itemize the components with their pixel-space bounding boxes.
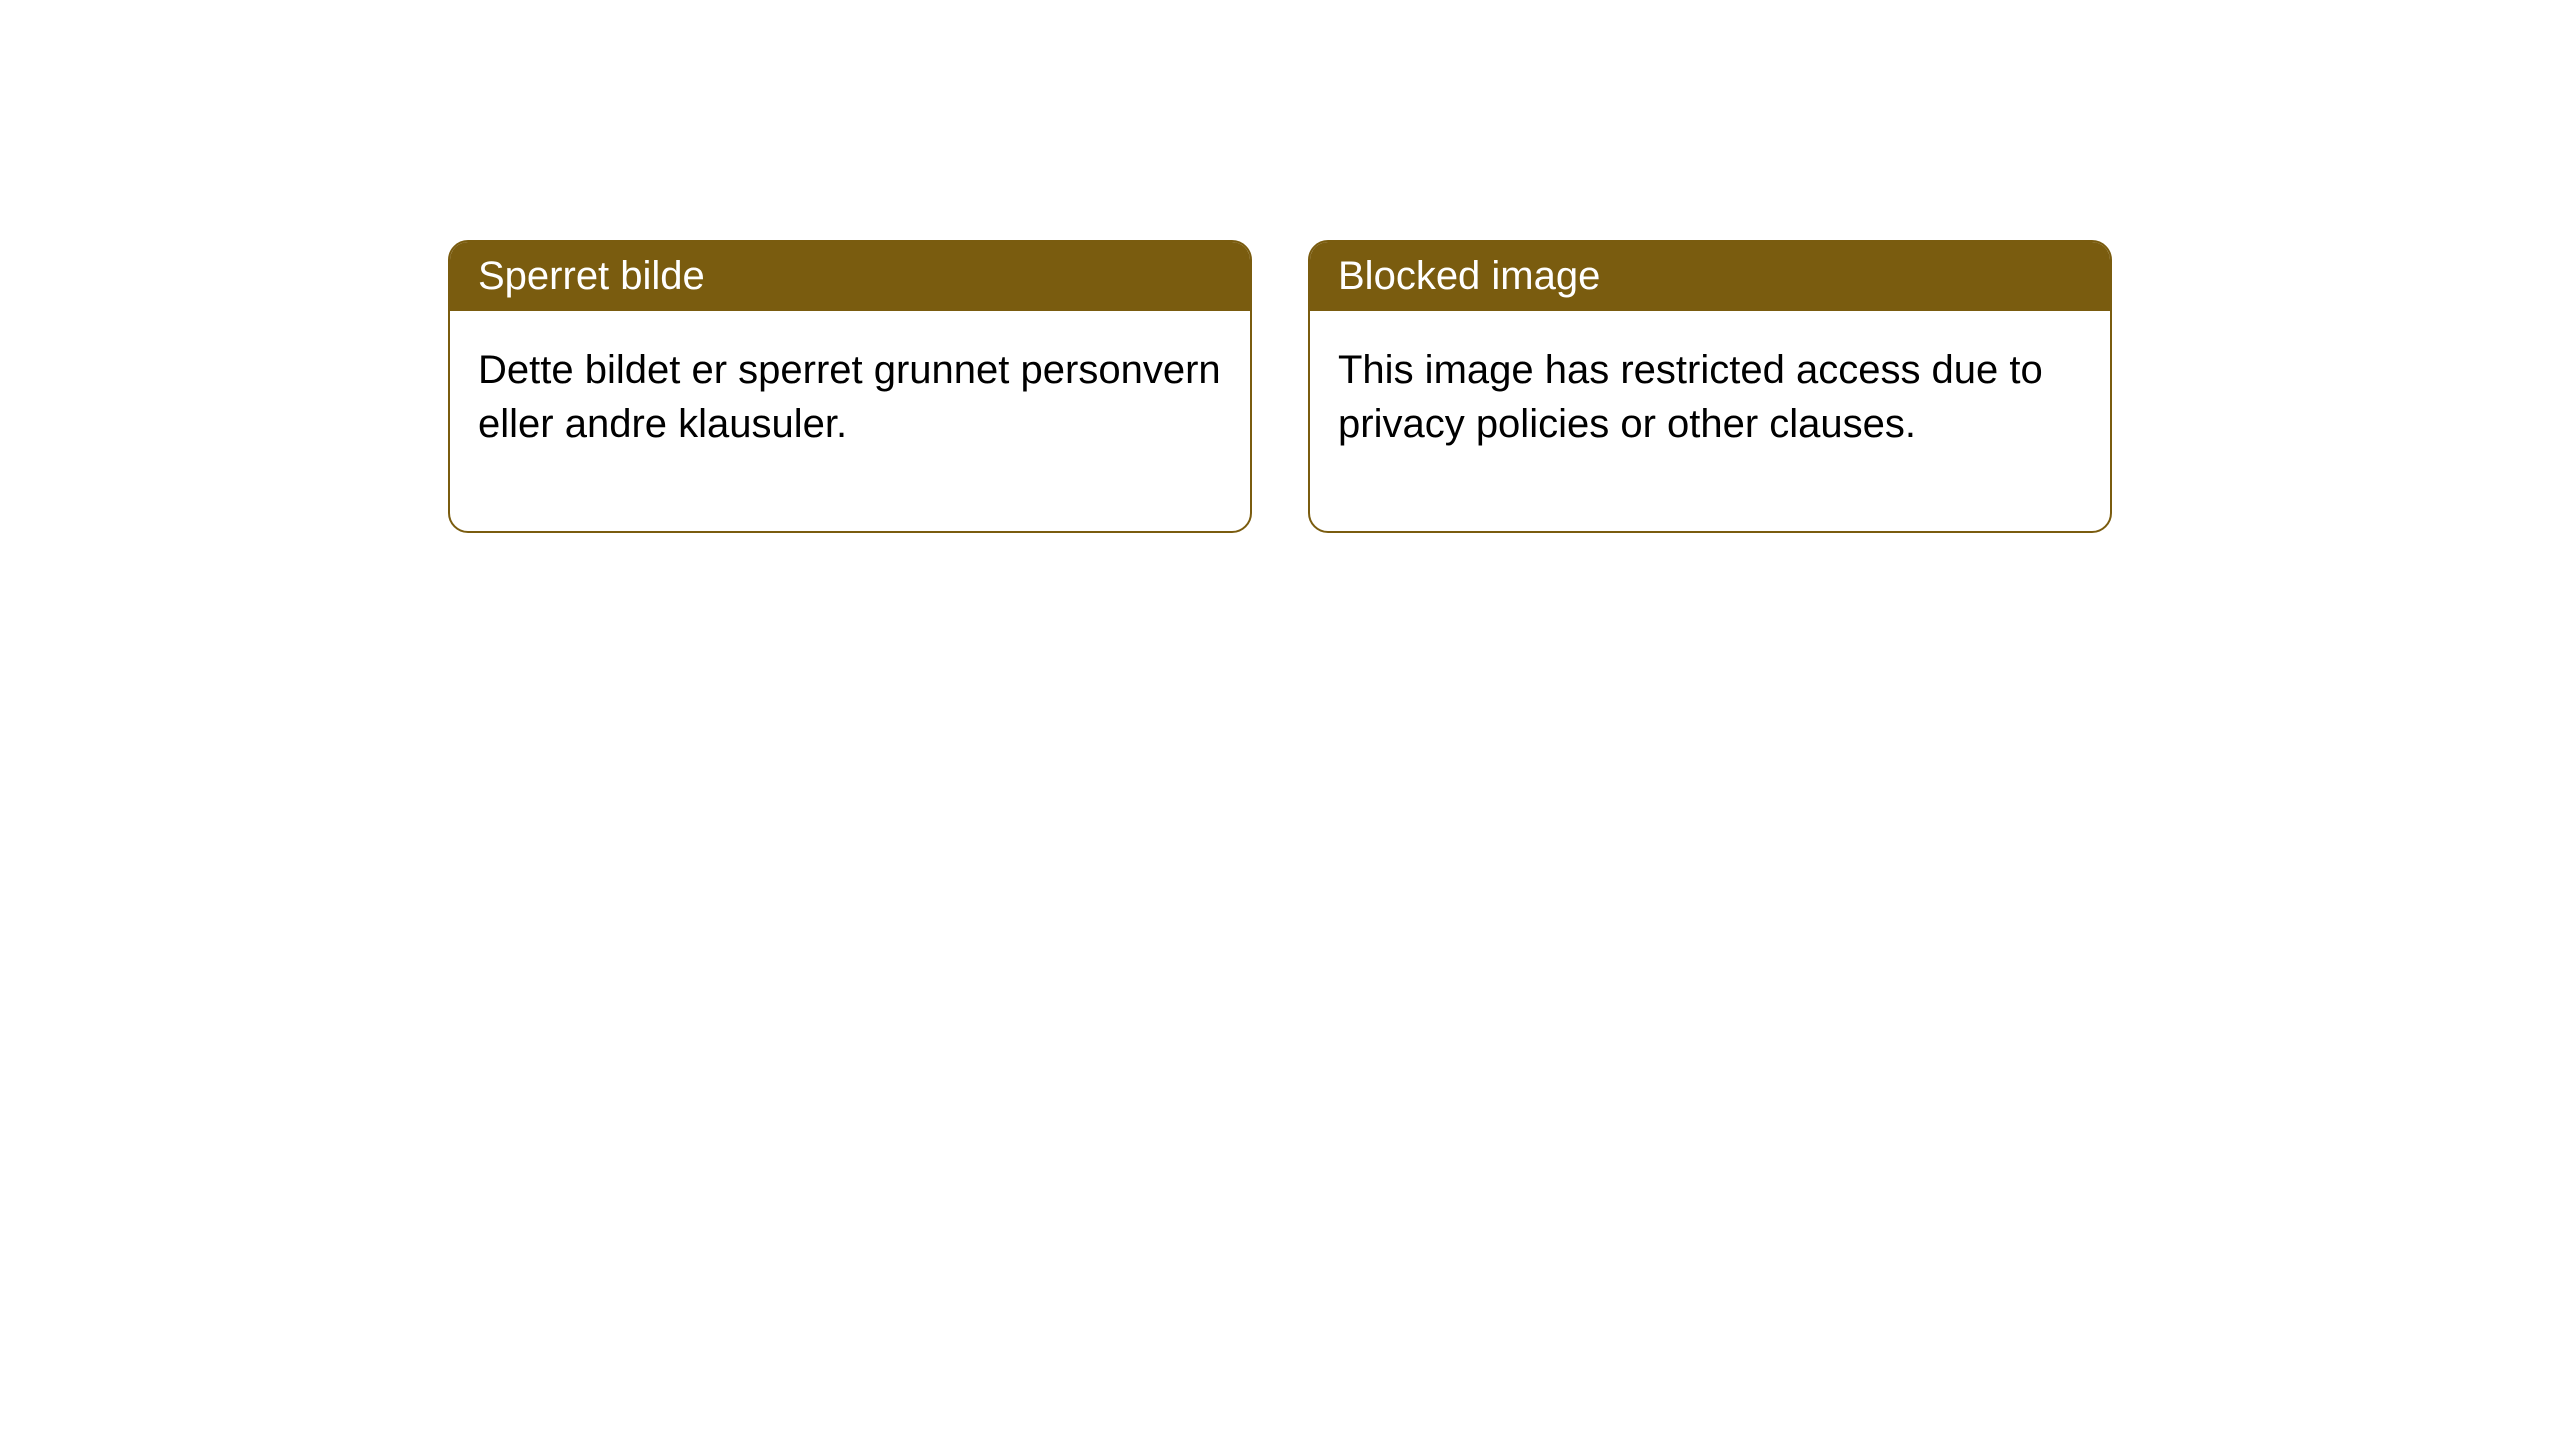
notice-container: Sperret bilde Dette bildet er sperret gr… (0, 0, 2560, 533)
notice-header: Blocked image (1310, 242, 2110, 311)
notice-card-norwegian: Sperret bilde Dette bildet er sperret gr… (448, 240, 1252, 533)
notice-body: This image has restricted access due to … (1310, 311, 2110, 531)
notice-header: Sperret bilde (450, 242, 1250, 311)
notice-card-english: Blocked image This image has restricted … (1308, 240, 2112, 533)
notice-body: Dette bildet er sperret grunnet personve… (450, 311, 1250, 531)
